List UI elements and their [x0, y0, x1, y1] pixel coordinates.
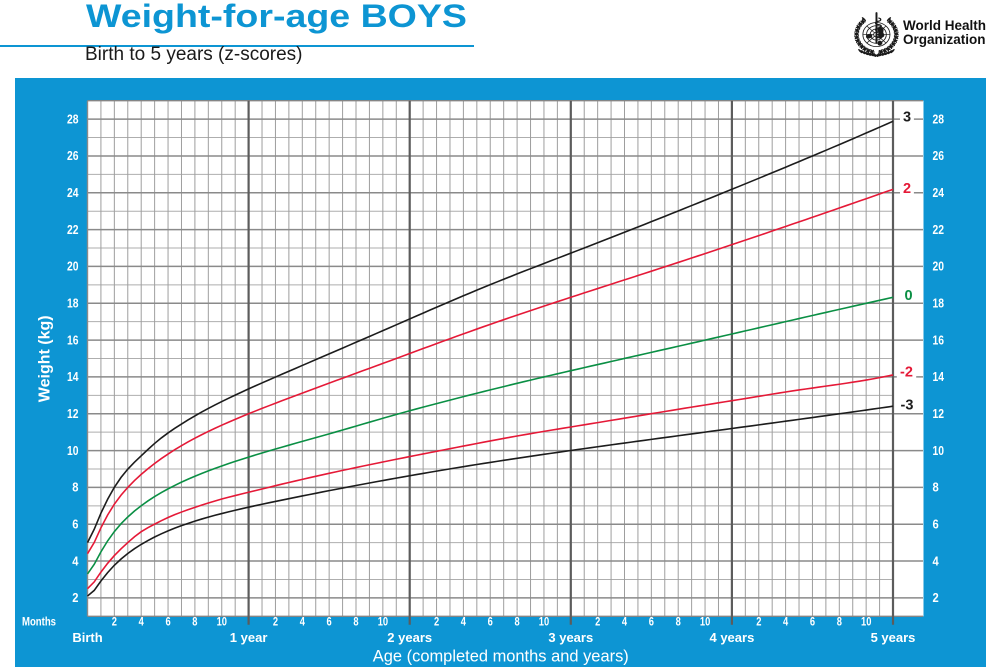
svg-text:4: 4 — [461, 616, 467, 628]
svg-text:12: 12 — [933, 407, 945, 421]
svg-text:4: 4 — [72, 554, 78, 568]
svg-text:-2: -2 — [900, 365, 913, 381]
svg-text:8: 8 — [72, 481, 78, 495]
svg-text:8: 8 — [837, 616, 843, 628]
svg-text:24: 24 — [67, 186, 79, 200]
svg-text:22: 22 — [933, 223, 945, 237]
svg-text:28: 28 — [933, 112, 945, 126]
svg-text:8: 8 — [676, 616, 682, 628]
svg-text:2: 2 — [903, 181, 911, 197]
svg-text:10: 10 — [539, 616, 549, 628]
svg-text:4: 4 — [300, 616, 306, 628]
svg-text:Age (completed months and year: Age (completed months and years) — [373, 648, 629, 666]
svg-text:4 years: 4 years — [709, 630, 754, 645]
svg-text:3: 3 — [903, 109, 911, 125]
svg-text:20: 20 — [933, 260, 945, 274]
svg-text:5 years: 5 years — [871, 630, 916, 645]
svg-text:2: 2 — [273, 616, 278, 628]
svg-text:2: 2 — [72, 591, 78, 605]
svg-text:6: 6 — [810, 616, 815, 628]
svg-text:22: 22 — [67, 223, 79, 237]
svg-text:2: 2 — [933, 591, 939, 605]
svg-text:10: 10 — [378, 616, 388, 628]
svg-text:Weight (kg): Weight (kg) — [36, 315, 53, 402]
svg-text:2: 2 — [434, 616, 439, 628]
svg-text:12: 12 — [67, 407, 79, 421]
svg-text:8: 8 — [192, 616, 198, 628]
svg-text:8: 8 — [515, 616, 521, 628]
svg-text:6: 6 — [166, 616, 171, 628]
svg-text:8: 8 — [353, 616, 359, 628]
svg-text:20: 20 — [67, 260, 79, 274]
svg-text:16: 16 — [67, 333, 79, 347]
svg-text:26: 26 — [67, 149, 79, 163]
svg-text:4: 4 — [622, 616, 628, 628]
svg-text:0: 0 — [904, 288, 912, 304]
svg-text:-3: -3 — [901, 398, 914, 414]
svg-text:2: 2 — [756, 616, 761, 628]
svg-text:6: 6 — [488, 616, 493, 628]
svg-text:14: 14 — [933, 370, 945, 384]
svg-text:1 year: 1 year — [230, 630, 268, 645]
svg-text:Months: Months — [22, 616, 56, 628]
svg-text:18: 18 — [933, 297, 945, 311]
svg-text:3 years: 3 years — [548, 630, 593, 645]
svg-text:2 years: 2 years — [387, 630, 432, 645]
svg-text:Birth: Birth — [72, 630, 102, 645]
svg-text:26: 26 — [933, 149, 945, 163]
svg-text:6: 6 — [72, 518, 78, 532]
svg-text:4: 4 — [933, 554, 939, 568]
svg-text:10: 10 — [861, 616, 871, 628]
svg-text:4: 4 — [139, 616, 145, 628]
svg-text:2: 2 — [112, 616, 117, 628]
svg-text:6: 6 — [933, 518, 939, 532]
svg-text:6: 6 — [649, 616, 654, 628]
svg-text:10: 10 — [700, 616, 710, 628]
svg-text:6: 6 — [327, 616, 332, 628]
svg-text:4: 4 — [783, 616, 789, 628]
svg-text:24: 24 — [933, 186, 945, 200]
svg-text:10: 10 — [933, 444, 945, 458]
svg-text:10: 10 — [67, 444, 79, 458]
svg-text:18: 18 — [67, 297, 79, 311]
svg-text:28: 28 — [67, 112, 79, 126]
svg-text:2: 2 — [595, 616, 600, 628]
svg-text:8: 8 — [933, 481, 939, 495]
svg-text:14: 14 — [67, 370, 79, 384]
svg-text:10: 10 — [217, 616, 227, 628]
svg-text:16: 16 — [933, 333, 945, 347]
